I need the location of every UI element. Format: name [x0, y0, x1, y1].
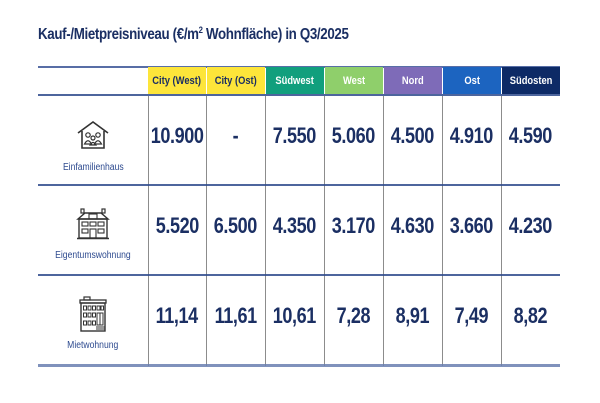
column-divider	[206, 96, 207, 366]
row-divider	[38, 184, 560, 186]
header-suedosten: Südosten	[502, 67, 560, 94]
table-row-mietwohnung: Mietwohnung 11,14 11,61 10,61 7,28 8,91 …	[38, 276, 560, 366]
row-category: Einfamilienhaus	[38, 120, 148, 173]
column-divider	[501, 96, 502, 366]
row-label: Einfamilienhaus	[62, 162, 124, 173]
value-cell: 11,14	[155, 303, 199, 328]
header-west: West	[325, 67, 383, 94]
apartment-building-icon	[75, 208, 111, 240]
value-cell: 6.500	[213, 213, 258, 238]
table-row-eigentumswohnung: Eigentumswohnung 5.520 6.500 4.350 3.170…	[38, 186, 560, 274]
value-cell: 11,61	[214, 303, 257, 328]
value-cell: -	[232, 123, 239, 148]
value-cell: 3.660	[449, 213, 494, 238]
value-cell: 10,61	[272, 303, 317, 328]
row-divider	[38, 274, 560, 276]
column-divider	[148, 96, 149, 366]
table-header-row: City (West) City (Ost) Südwest West Nord…	[38, 67, 560, 94]
table-bottom-rule	[38, 364, 560, 367]
title-superscript: 2	[198, 25, 203, 35]
value-cell: 4.630	[390, 213, 435, 238]
family-house-icon	[76, 120, 110, 150]
title-text-suffix: Wohnfläche) in Q3/2025	[202, 26, 349, 44]
value-cell: 4.350	[272, 213, 317, 238]
row-category: Eigentumswohnung	[38, 208, 148, 261]
value-cell: 4.910	[449, 123, 494, 148]
value-cell: 10.900	[150, 123, 204, 148]
page-title: Kauf-/Mietpreisniveau (€/m2 Wohnfläche) …	[38, 25, 349, 44]
header-ost: Ost	[443, 67, 501, 94]
table-row-einfamilienhaus: Einfamilienhaus 10.900 - 7.550 5.060 4.5…	[38, 96, 560, 184]
column-divider	[324, 96, 325, 366]
rental-building-icon	[78, 296, 108, 332]
header-city-west: City (West)	[148, 67, 206, 94]
header-suedwest: Südwest	[266, 67, 324, 94]
value-cell: 4.590	[508, 123, 553, 148]
value-cell: 8,82	[513, 303, 548, 328]
value-cell: 4.230	[508, 213, 553, 238]
column-divider	[442, 96, 443, 366]
value-cell: 4.500	[390, 123, 435, 148]
row-label: Eigentumswohnung	[55, 250, 131, 261]
column-divider	[383, 96, 384, 366]
value-cell: 7,28	[336, 303, 371, 328]
value-cell: 5.060	[331, 123, 376, 148]
row-category: Mietwohnung	[38, 296, 148, 351]
value-cell: 3.170	[331, 213, 376, 238]
value-cell: 5.520	[155, 213, 199, 238]
header-nord: Nord	[384, 67, 442, 94]
column-divider	[265, 96, 266, 366]
value-cell: 7.550	[272, 123, 317, 148]
value-cell: 8,91	[395, 303, 430, 328]
header-city-ost: City (Ost)	[207, 67, 265, 94]
value-cell: 7,49	[454, 303, 489, 328]
row-label: Mietwohnung	[67, 340, 119, 351]
title-text: Kauf-/Mietpreisniveau (€/m	[38, 26, 199, 44]
header-bottom-rule	[38, 94, 560, 96]
